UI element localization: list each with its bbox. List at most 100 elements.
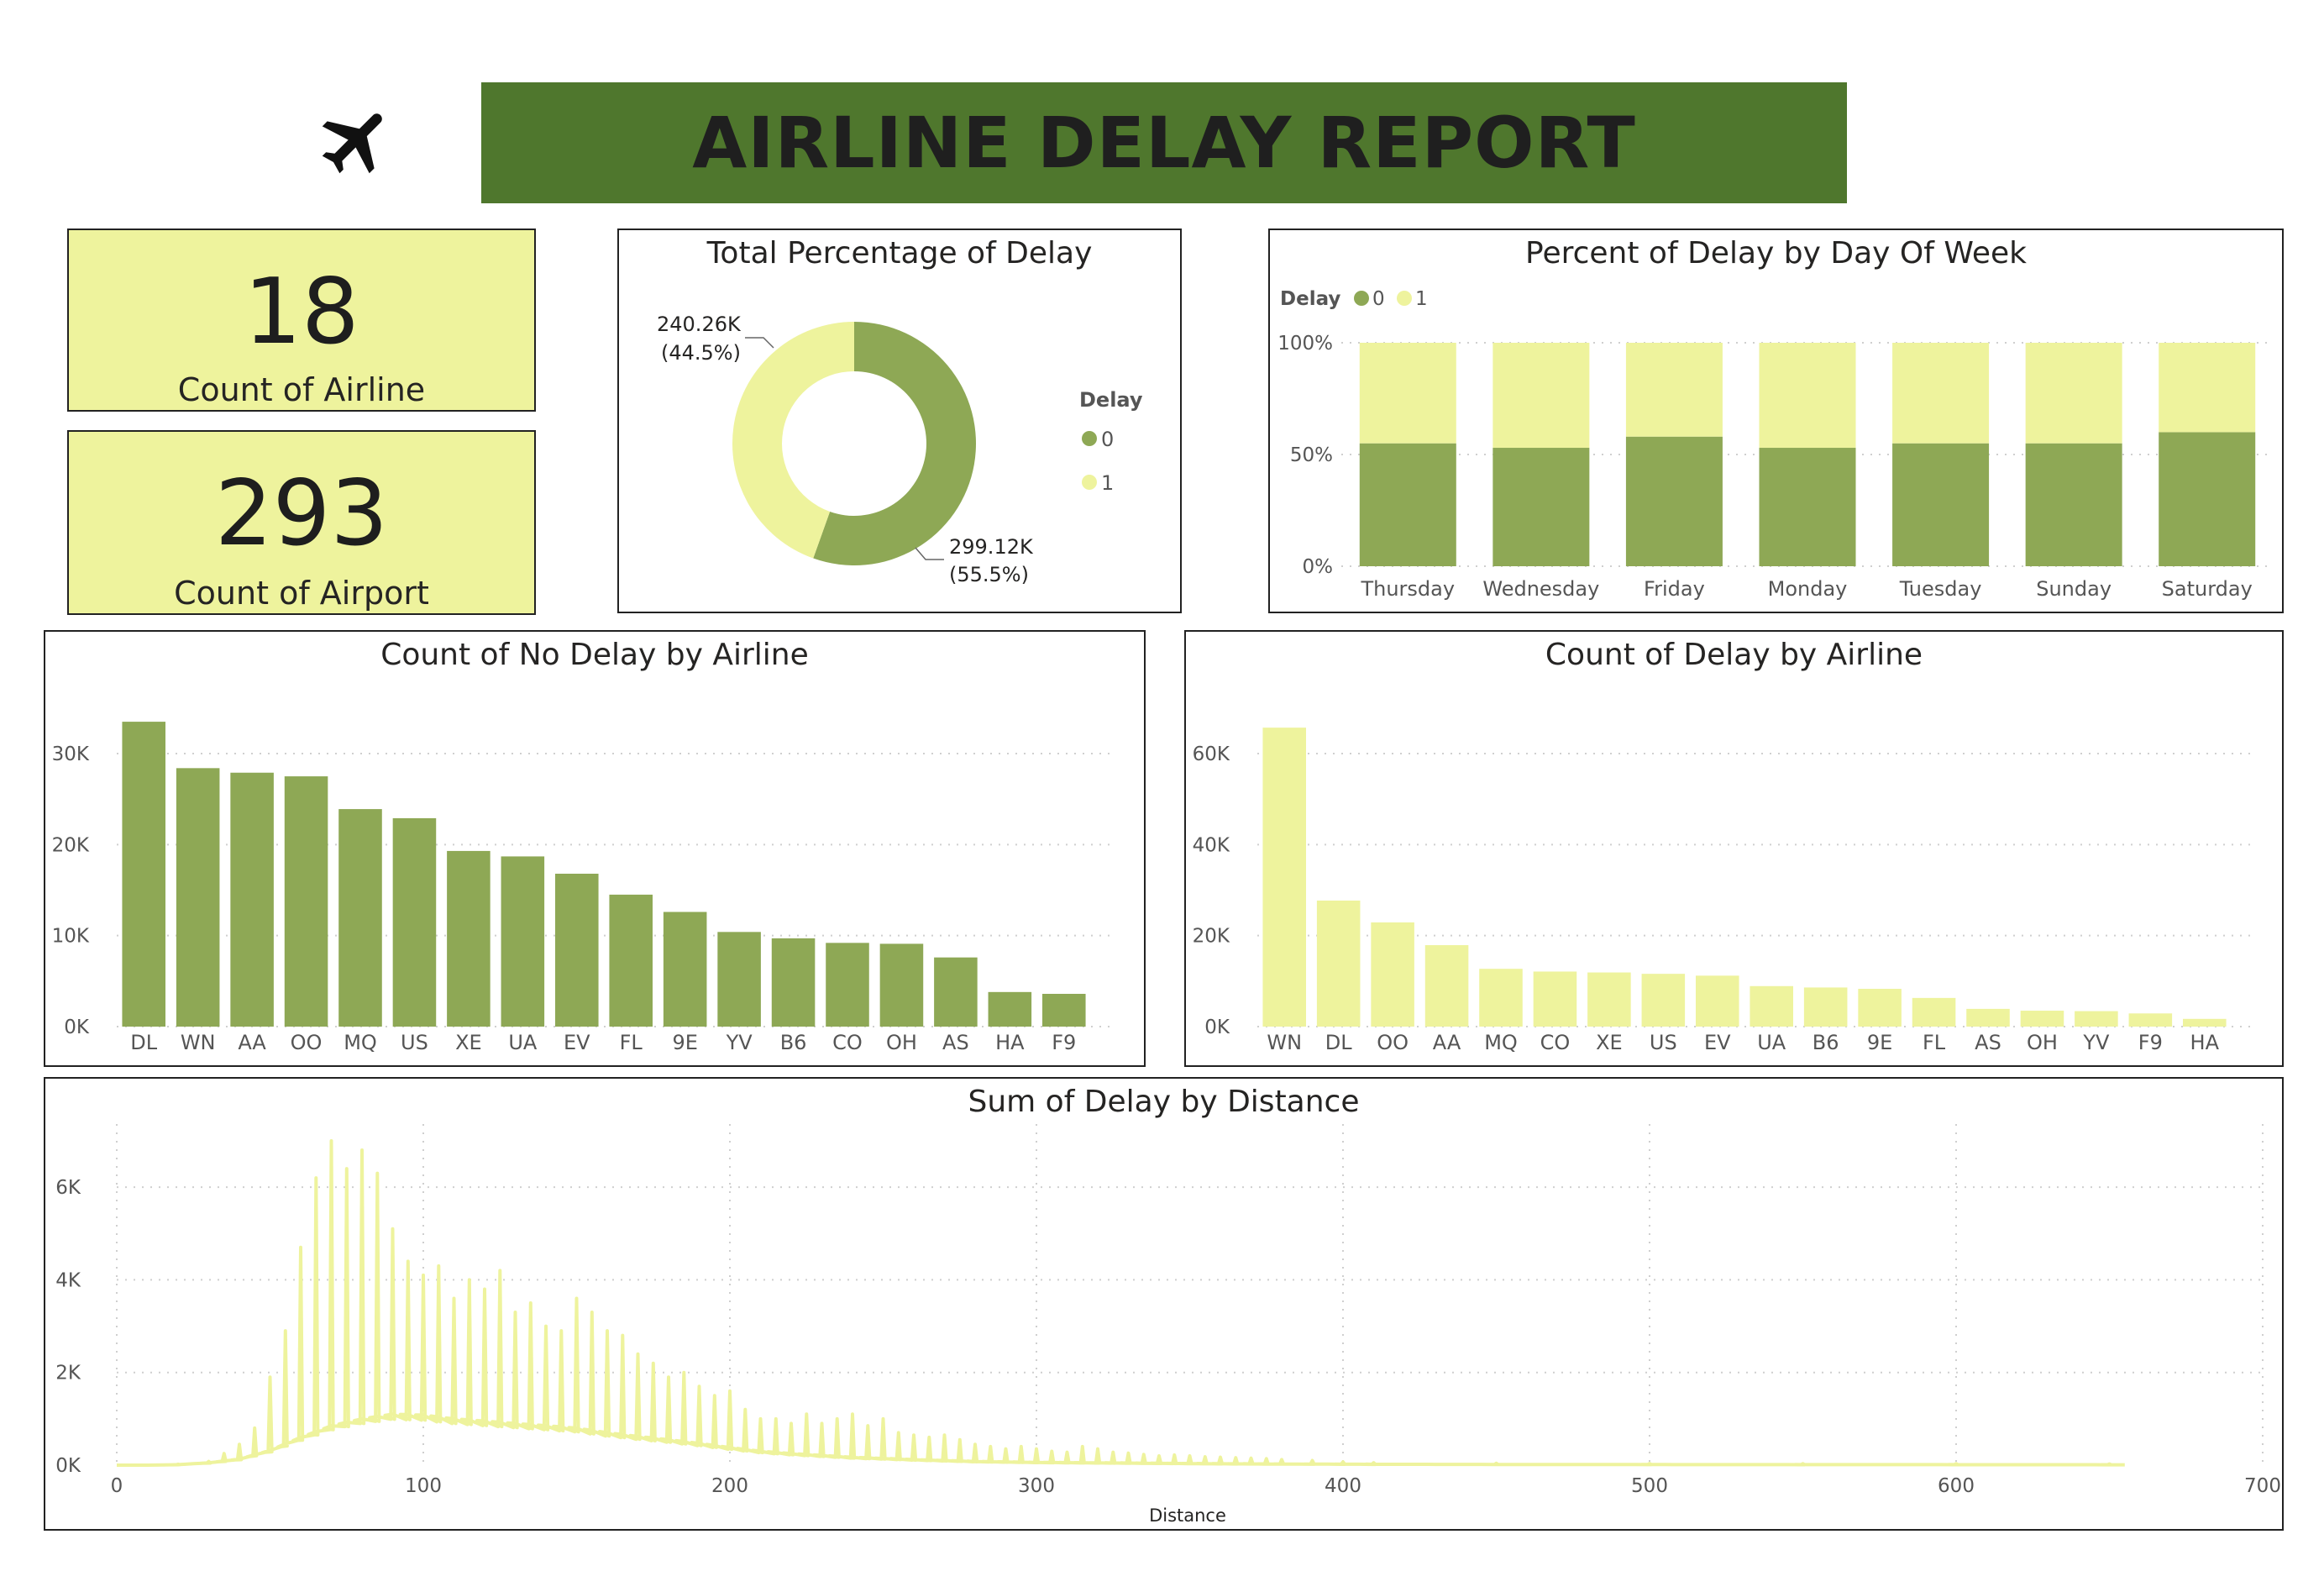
delay-bar-mq[interactable] (1479, 969, 1523, 1027)
no-delay-xlabel: MQ (344, 1031, 377, 1054)
no-delay-xlabel: AA (238, 1031, 266, 1054)
no-delay-bar-xe[interactable] (447, 850, 491, 1027)
airplane-icon (315, 99, 399, 183)
kpi-airport-count: 293 Count of Airport (67, 430, 536, 615)
no-delay-bar-dl[interactable] (122, 722, 165, 1027)
no-delay-bar-ha[interactable] (988, 991, 1032, 1027)
distance-ytick: 6K (55, 1177, 81, 1199)
distance-xtick: 0 (111, 1475, 123, 1497)
dow-bar-thursday-1[interactable] (1359, 343, 1456, 444)
no-delay-xlabel: XE (455, 1031, 482, 1054)
no-delay-bar-oh[interactable] (879, 943, 924, 1027)
donut-legend-swatch-0 (1082, 431, 1097, 446)
delay-bar-aa[interactable] (1424, 945, 1469, 1027)
donut-legend-label-1: 1 (1101, 471, 1114, 495)
no-delay-bar-ua[interactable] (501, 856, 545, 1027)
no-delay-bar-as[interactable] (934, 957, 978, 1027)
no-delay-bar-yv[interactable] (717, 932, 761, 1027)
donut-slice-0[interactable] (813, 322, 976, 565)
dow-legend-swatch-0 (1354, 291, 1369, 306)
dow-bar-tuesday-0[interactable] (1892, 443, 1990, 566)
no-delay-bar-fl[interactable] (609, 894, 653, 1027)
dow-bar-friday-1[interactable] (1625, 343, 1723, 437)
dow-legend-swatch-1 (1397, 291, 1412, 306)
delay-bar-as[interactable] (1966, 1008, 2010, 1027)
dow-bar-sunday-1[interactable] (2025, 343, 2122, 444)
delay-bar-dl[interactable] (1316, 900, 1361, 1027)
title-banner: AIRLINE DELAY REPORT (481, 82, 1847, 203)
no-delay-bar-b6[interactable] (771, 938, 816, 1027)
delay-bar-oh[interactable] (2020, 1011, 2064, 1027)
distance-xtick: 200 (711, 1475, 748, 1497)
no-delay-ytick: 30K (52, 743, 90, 765)
kpi-airline-value: 18 (244, 260, 359, 365)
donut-slice-1[interactable] (732, 322, 854, 559)
distance-ytick: 2K (55, 1363, 81, 1384)
distance-xtick: 700 (2244, 1475, 2281, 1497)
delay-xlabel: XE (1596, 1031, 1623, 1054)
no-delay-bar-ev[interactable] (555, 874, 599, 1027)
delay-ytick: 40K (1193, 834, 1230, 856)
dow-bar-friday-0[interactable] (1625, 436, 1723, 566)
delay-bar-fl[interactable] (1912, 997, 1956, 1027)
dow-bar-saturday-0[interactable] (2159, 432, 2256, 566)
distance-panel: Sum of Delay by Distance Distance 0K 2K 4K… (44, 1077, 2284, 1531)
no-delay-bar-co[interactable] (826, 943, 869, 1027)
no-delay-ytick: 0K (64, 1017, 90, 1038)
no-delay-bar-f9[interactable] (1042, 994, 1086, 1027)
no-delay-title: Count of No Delay by Airline (380, 638, 809, 672)
no-delay-bar-us[interactable] (392, 817, 437, 1027)
donut-pct-nodelay: (55.5%) (949, 563, 1029, 586)
dow-ytick: 100% (1277, 333, 1333, 355)
no-delay-xlabel: WN (181, 1031, 216, 1054)
no-delay-ytick: 10K (52, 926, 90, 948)
delay-bar-ua[interactable] (1750, 985, 1793, 1027)
no-delay-xlabel: OH (886, 1031, 917, 1054)
no-delay-xlabel: US (401, 1031, 428, 1054)
dow-bar-wednesday-0[interactable] (1493, 448, 1590, 566)
delay-ytick: 20K (1193, 926, 1230, 948)
distance-xtick: 100 (405, 1475, 442, 1497)
delay-bar-f9[interactable] (2128, 1013, 2173, 1027)
delay-bar-ev[interactable] (1696, 975, 1739, 1027)
no-delay-bar-9e[interactable] (663, 912, 707, 1027)
dow-bar-saturday-1[interactable] (2159, 343, 2256, 433)
delay-title: Count of Delay by Airline (1545, 638, 1923, 672)
dow-bar-monday-1[interactable] (1759, 343, 1856, 449)
dow-bar-thursday-0[interactable] (1359, 443, 1456, 566)
dow-bar-tuesday-1[interactable] (1892, 343, 1990, 444)
no-delay-xlabel: UA (508, 1031, 538, 1054)
no-delay-bar-aa[interactable] (230, 772, 274, 1027)
delay-bar-b6[interactable] (1803, 987, 1848, 1027)
delay-xlabel: AA (1433, 1031, 1461, 1054)
donut-label-nodelay: 299.12K (949, 535, 1034, 559)
delay-bar-oo[interactable] (1371, 922, 1414, 1027)
delay-bar-9e[interactable] (1858, 989, 1902, 1027)
no-delay-xlabel: FL (620, 1031, 643, 1054)
delay-bar-us[interactable] (1641, 974, 1686, 1027)
no-delay-xlabel: HA (995, 1031, 1025, 1054)
delay-bar-wn[interactable] (1262, 728, 1306, 1027)
kpi-airport-value: 293 (214, 461, 389, 566)
donut-legend-label-0: 0 (1101, 428, 1114, 451)
delay-xlabel: OH (2027, 1031, 2058, 1054)
no-delay-bar-mq[interactable] (338, 809, 382, 1027)
dow-bar-wednesday-1[interactable] (1493, 343, 1590, 449)
distance-xtick: 500 (1631, 1475, 1668, 1497)
delay-xlabel: AS (1975, 1031, 2001, 1054)
dow-bar-monday-0[interactable] (1759, 448, 1856, 566)
no-delay-bar-oo[interactable] (284, 776, 328, 1027)
distance-series-line[interactable] (117, 1139, 2125, 1467)
delay-bar-co[interactable] (1533, 971, 1577, 1027)
no-delay-xlabel: DL (130, 1031, 157, 1054)
kpi-airline-count: 18 Count of Airline (67, 229, 536, 412)
delay-xlabel: B6 (1813, 1031, 1839, 1054)
delay-xlabel: F9 (2138, 1031, 2163, 1054)
dow-bar-sunday-0[interactable] (2025, 443, 2122, 566)
delay-bar-ha[interactable] (2183, 1018, 2227, 1027)
delay-bar-xe[interactable] (1587, 972, 1631, 1027)
no-delay-xlabel: B6 (780, 1031, 807, 1054)
delay-xlabel: 9E (1867, 1031, 1892, 1054)
no-delay-bar-wn[interactable] (176, 768, 220, 1027)
delay-bar-yv[interactable] (2075, 1011, 2118, 1027)
